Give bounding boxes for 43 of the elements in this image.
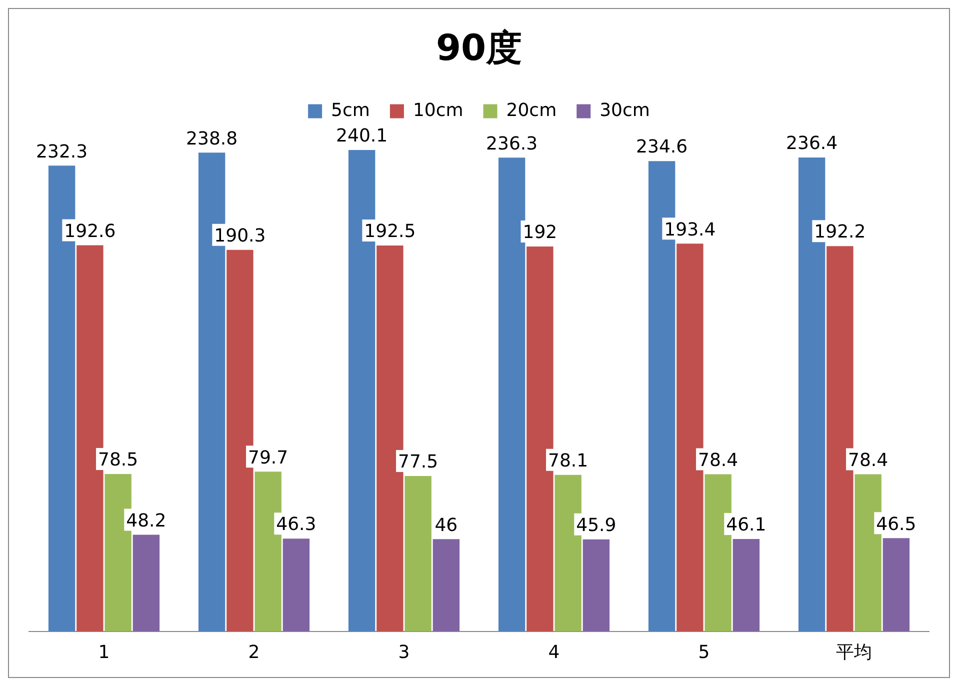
data-label: 79.7 (248, 447, 288, 468)
data-label: 234.6 (636, 136, 688, 158)
data-label: 78.4 (698, 450, 738, 471)
data-label: 192.2 (814, 222, 866, 243)
data-label: 236.3 (486, 133, 538, 154)
data-label: 46.5 (876, 514, 916, 535)
data-label: 46.1 (726, 514, 766, 536)
data-label: 190.3 (214, 226, 266, 247)
bar (132, 534, 160, 632)
data-label: 232.3 (36, 141, 88, 162)
data-label: 236.4 (786, 133, 838, 154)
bar (498, 158, 526, 632)
data-label: 192.6 (64, 220, 116, 242)
bar (432, 539, 460, 632)
bar (282, 538, 310, 632)
bar (882, 538, 910, 632)
data-label: 78.1 (548, 450, 588, 472)
bar (404, 476, 432, 632)
legend-label: 20cm (506, 100, 557, 121)
x-tick-label: 1 (98, 642, 110, 663)
data-label: 78.4 (848, 450, 888, 471)
data-label: 192.5 (364, 221, 416, 242)
data-label: 46 (434, 514, 458, 536)
legend-label: 10cm (412, 100, 464, 121)
x-tick-label: 2 (248, 642, 260, 663)
x-tick-label: 3 (398, 642, 410, 663)
x-tick-label: 4 (548, 642, 560, 663)
chart-title: 90度 (436, 28, 522, 69)
data-label: 78.5 (98, 450, 138, 471)
data-label: 45.9 (576, 515, 616, 536)
bar (732, 538, 760, 632)
data-label: 48.2 (126, 510, 166, 532)
x-tick-label: 平均 (836, 642, 872, 663)
bar (582, 539, 610, 632)
data-label: 238.8 (186, 128, 238, 150)
legend-label: 5cm (331, 100, 370, 121)
data-label: 193.4 (664, 219, 716, 240)
legend-label: 30cm (600, 100, 650, 121)
data-label: 46.3 (276, 514, 316, 536)
data-label: 77.5 (398, 452, 438, 473)
data-label: 240.1 (336, 126, 388, 147)
x-tick-label: 5 (698, 642, 710, 663)
data-label: 192 (522, 222, 558, 244)
